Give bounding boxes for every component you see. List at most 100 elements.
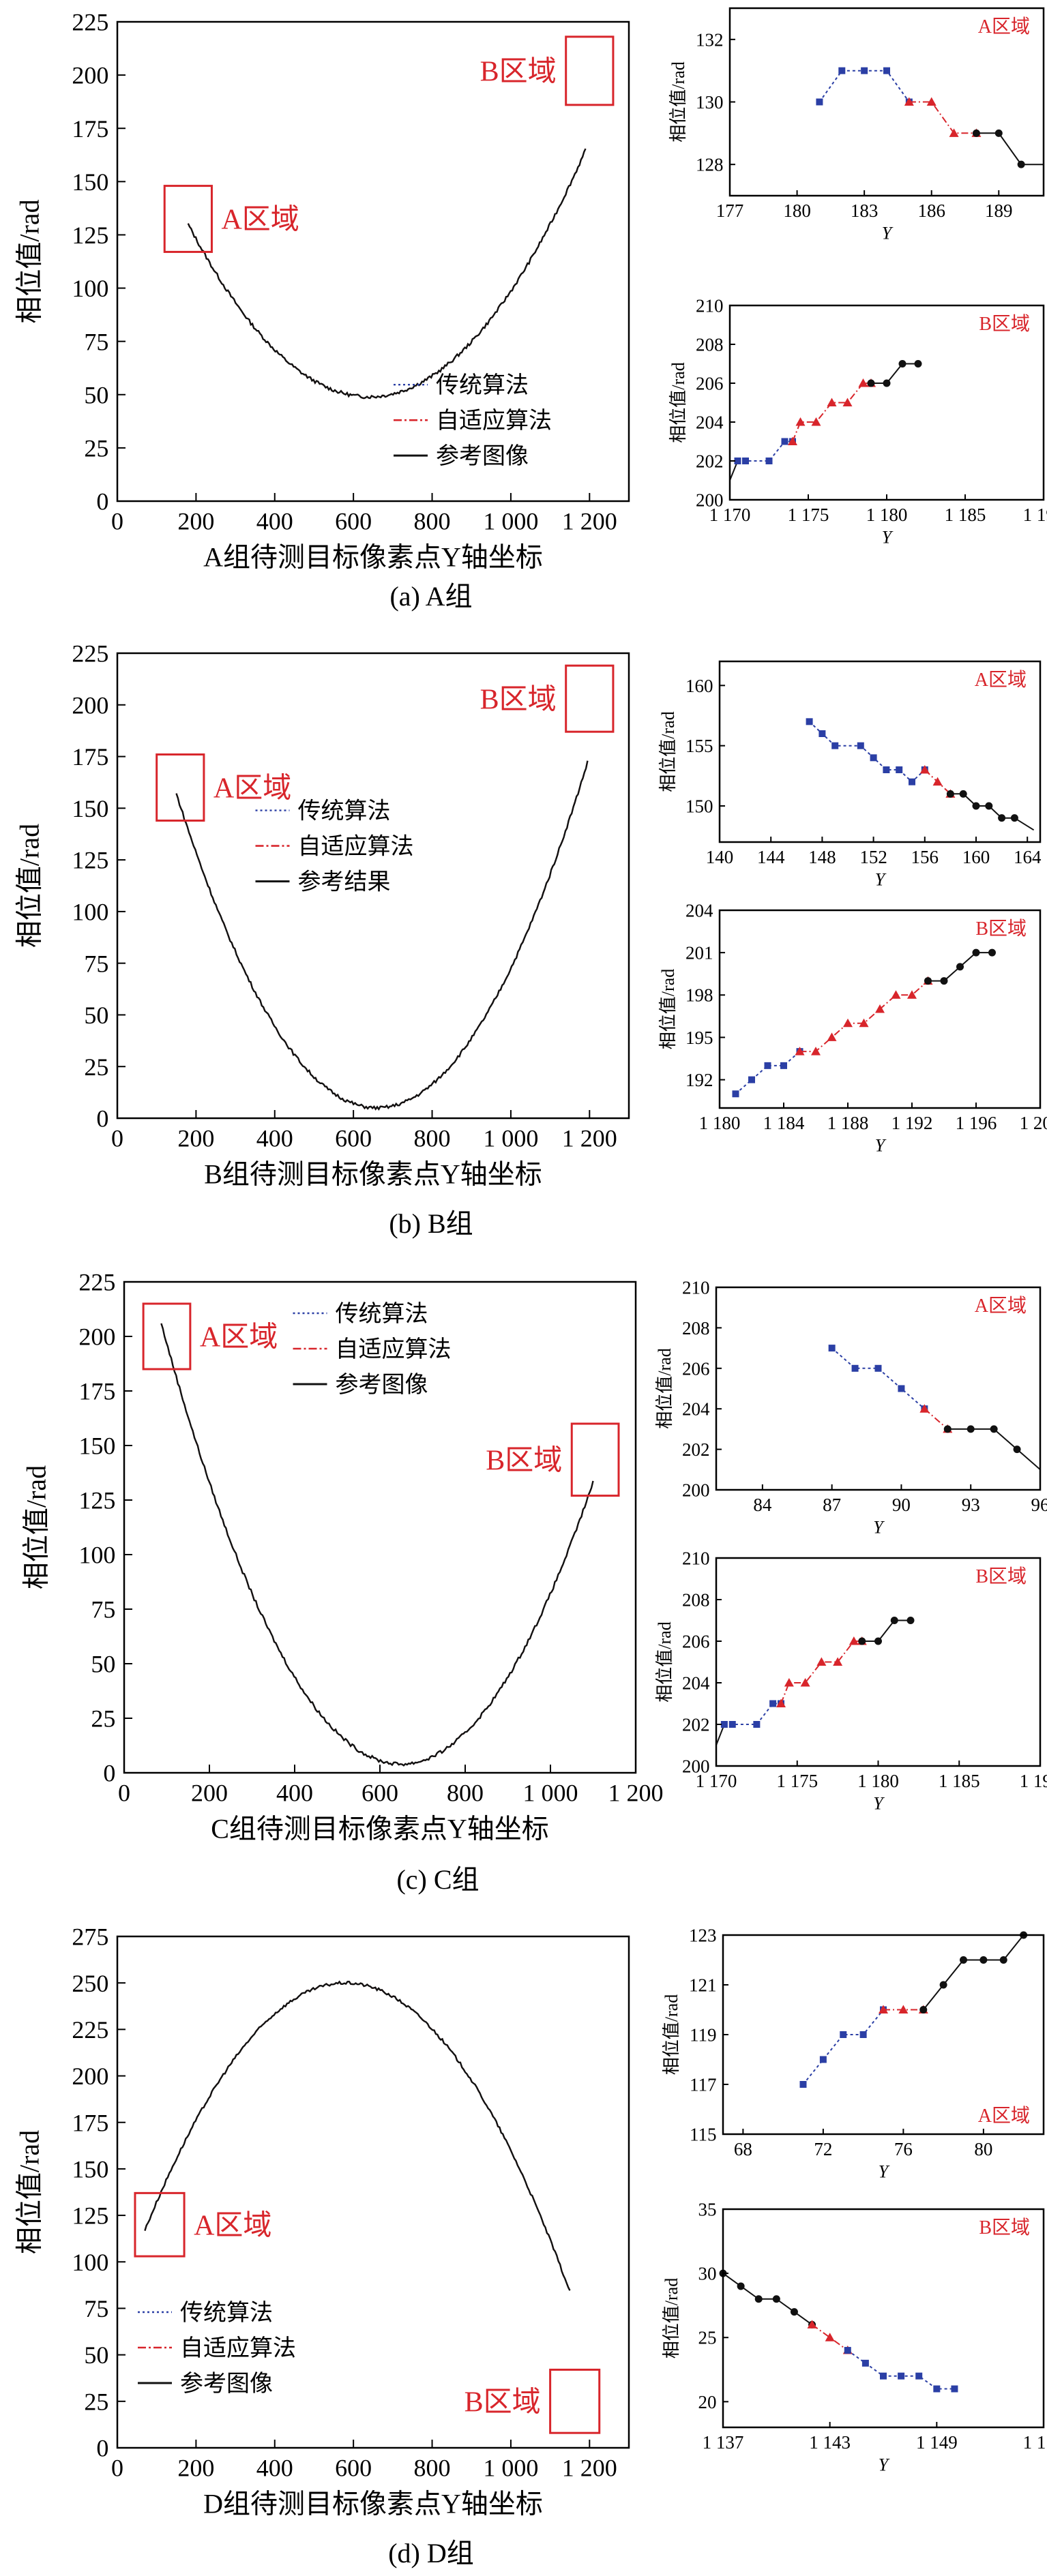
y-axis-label: 相位值/rad bbox=[668, 362, 688, 443]
marker-adaptive bbox=[919, 1404, 930, 1413]
marker-reference bbox=[1010, 814, 1018, 822]
y-tick-label: 206 bbox=[682, 1631, 710, 1651]
marker-adaptive bbox=[919, 765, 930, 774]
y-tick-label: 100 bbox=[72, 275, 108, 302]
marker-adaptive bbox=[843, 1018, 853, 1028]
x-axis-label: A组待测目标像素点Y轴坐标 bbox=[203, 541, 543, 572]
plot-frame bbox=[718, 660, 1042, 843]
marker-reference bbox=[956, 963, 964, 971]
x-tick-label: 600 bbox=[335, 507, 372, 535]
marker-adaptive bbox=[949, 128, 959, 137]
marker-reference bbox=[890, 1617, 898, 1624]
marker-adaptive bbox=[879, 2005, 888, 2013]
plot-frame bbox=[718, 909, 1042, 1109]
marker-traditional bbox=[883, 766, 890, 773]
y-tick-label: 100 bbox=[72, 898, 108, 925]
marker-traditional bbox=[861, 2359, 869, 2367]
y-tick-label: 204 bbox=[685, 900, 713, 920]
y-tick-label: 175 bbox=[72, 743, 108, 770]
legend-label: 自适应算法 bbox=[180, 2335, 296, 2361]
marker-reference bbox=[946, 790, 954, 798]
marker-traditional bbox=[806, 718, 813, 725]
marker-adaptive bbox=[907, 990, 917, 999]
y-axis-label: 相位值/rad bbox=[14, 2130, 44, 2254]
y-tick-label: 50 bbox=[84, 381, 108, 408]
y-tick-label: 202 bbox=[682, 1714, 710, 1735]
y-tick-label: 117 bbox=[690, 2074, 717, 2095]
marker-traditional bbox=[951, 2385, 958, 2393]
y-tick-label: 204 bbox=[696, 412, 724, 432]
y-tick-label: 202 bbox=[682, 1439, 710, 1460]
reference-curve bbox=[144, 1980, 571, 2291]
marker-adaptive bbox=[811, 417, 821, 426]
x-tick-label: 1 200 bbox=[1020, 1113, 1047, 1133]
x-tick-label: 160 bbox=[962, 847, 990, 867]
y-tick-label: 250 bbox=[72, 1970, 108, 1997]
y-tick-label: 75 bbox=[91, 1596, 115, 1623]
x-axis-label: D组待测目标像素点Y轴坐标 bbox=[203, 2488, 543, 2519]
y-tick-label: 125 bbox=[72, 222, 108, 249]
x-tick-label: 90 bbox=[892, 1495, 911, 1515]
y-axis-label: 相位值/rad bbox=[655, 1348, 675, 1428]
marker-traditional bbox=[898, 1385, 905, 1392]
region-label: B区域 bbox=[480, 684, 557, 715]
marker-reference bbox=[906, 1617, 915, 1624]
legend-label: 传统算法 bbox=[436, 372, 529, 398]
marker-adaptive bbox=[891, 990, 901, 999]
y-tick-label: 200 bbox=[682, 1756, 710, 1776]
x-tick-label: 72 bbox=[814, 2139, 832, 2159]
x-tick-label: 180 bbox=[783, 200, 811, 221]
marker-traditional bbox=[753, 1721, 761, 1728]
x-tick-label: 1 143 bbox=[809, 2432, 851, 2453]
marker-traditional bbox=[838, 67, 846, 74]
region-label: A区域 bbox=[213, 773, 291, 805]
x-tick-label: 1 000 bbox=[483, 507, 538, 535]
y-tick-label: 121 bbox=[689, 1975, 717, 1995]
x-tick-label: 1 149 bbox=[916, 2432, 958, 2453]
y-tick-label: 175 bbox=[72, 2109, 108, 2136]
marker-traditional bbox=[915, 2372, 923, 2380]
x-tick-label: 1 175 bbox=[776, 1771, 818, 1791]
legend-label: 参考图像 bbox=[336, 1372, 428, 1398]
marker-reference bbox=[1017, 160, 1025, 168]
y-tick-label: 225 bbox=[72, 2016, 108, 2043]
marker-traditional bbox=[765, 458, 773, 464]
series-line-ref bbox=[871, 363, 918, 384]
x-tick-label: 200 bbox=[177, 2454, 214, 2481]
marker-traditional bbox=[732, 1090, 739, 1098]
marker-traditional bbox=[742, 458, 749, 464]
x-tick-label: 1 200 bbox=[562, 1124, 617, 1152]
marker-reference bbox=[858, 1637, 866, 1645]
series-line-adapt bbox=[780, 1641, 862, 1704]
x-tick-label: 1 000 bbox=[483, 2454, 538, 2481]
marker-traditional bbox=[831, 742, 839, 749]
plot-frame bbox=[715, 1286, 1042, 1491]
legend-label: 参考结果 bbox=[298, 869, 391, 895]
marker-reference bbox=[959, 790, 967, 798]
x-tick-label: 400 bbox=[276, 1779, 313, 1806]
x-tick-label: 800 bbox=[414, 1124, 451, 1152]
marker-adaptive bbox=[816, 1657, 827, 1666]
x-tick-label: 1 170 bbox=[696, 1771, 737, 1791]
y-tick-label: 132 bbox=[696, 29, 724, 50]
marker-reference bbox=[898, 360, 906, 368]
y-tick-label: 192 bbox=[685, 1070, 713, 1090]
y-tick-label: 160 bbox=[685, 676, 713, 696]
marker-adaptive bbox=[776, 1698, 786, 1707]
series-line-ref bbox=[976, 132, 1044, 166]
y-tick-label: 25 bbox=[84, 2388, 108, 2415]
inset-title: A区域 bbox=[975, 669, 1027, 691]
x-axis-label: Y bbox=[875, 1136, 887, 1156]
inset-chart-3-2: 1 170 1 175 1 180 1 185 1 190 200 202 204 206 208… bbox=[655, 1548, 1047, 1813]
legend-label: 参考图像 bbox=[180, 2371, 273, 2397]
marker-adaptive bbox=[795, 417, 806, 426]
series-line-adapt bbox=[792, 383, 871, 442]
x-tick-label: 1 175 bbox=[788, 505, 829, 525]
marker-traditional bbox=[861, 67, 868, 74]
marker-traditional bbox=[780, 1062, 787, 1069]
adaptive-curve bbox=[144, 1980, 571, 2291]
x-tick-label: 152 bbox=[859, 847, 887, 867]
x-axis-label: Y bbox=[879, 2162, 890, 2182]
marker-adaptive bbox=[827, 1032, 837, 1041]
